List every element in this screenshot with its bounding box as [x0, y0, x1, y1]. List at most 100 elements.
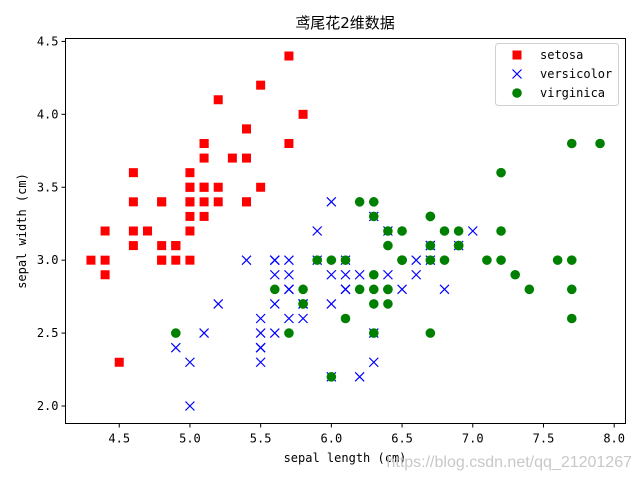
setosa-point	[256, 80, 266, 90]
virginica-point	[439, 255, 450, 265]
virginica-point	[595, 138, 605, 149]
setosa-point	[256, 182, 266, 192]
legend-square-icon	[512, 50, 522, 60]
versicolor-point	[269, 255, 280, 266]
setosa-point	[284, 51, 294, 61]
setosa-point	[185, 182, 195, 192]
points-layer	[86, 51, 605, 411]
setosa-point	[128, 226, 138, 236]
virginica-point	[326, 255, 337, 265]
setosa-point	[242, 124, 252, 134]
versicolor-point	[354, 371, 365, 382]
versicolor-point	[269, 298, 280, 309]
virginica-point	[354, 197, 365, 207]
versicolor-point	[284, 313, 294, 324]
versicolor-point	[439, 284, 450, 295]
x-tick-label: 7.5	[533, 432, 555, 446]
virginica-point	[340, 255, 351, 265]
versicolor-point	[284, 284, 294, 295]
legend-entry-virginica: virginica	[540, 86, 605, 100]
virginica-point	[340, 313, 351, 324]
y-tick-label: 4.0	[37, 107, 59, 121]
versicolor-point	[411, 255, 422, 266]
virginica-point	[368, 284, 379, 295]
setosa-point	[185, 226, 195, 236]
y-tick-label: 3.0	[37, 253, 59, 267]
virginica-point	[368, 211, 379, 222]
virginica-point	[453, 240, 464, 251]
setosa-point	[157, 255, 167, 265]
virginica-point	[269, 284, 280, 295]
versicolor-point	[312, 226, 323, 236]
virginica-point	[425, 211, 436, 222]
setosa-point	[100, 226, 110, 236]
virginica-point	[368, 328, 379, 338]
x-tick-label: 6.0	[321, 432, 343, 446]
legend-entry-setosa: setosa	[540, 48, 583, 62]
versicolor-point	[326, 196, 337, 207]
versicolor-point	[269, 269, 280, 280]
watermark: https://blog.csdn.net/qq_21201267	[386, 454, 632, 471]
virginica-point	[383, 284, 393, 295]
setosa-point	[199, 139, 209, 148]
virginica-point	[171, 328, 181, 338]
virginica-point	[566, 284, 577, 295]
virginica-point	[510, 269, 520, 280]
y-tick-label: 2.5	[37, 326, 59, 340]
plot-frame	[65, 38, 626, 424]
y-tick-label: 4.5	[37, 34, 59, 48]
x-tick-label: 5.0	[179, 432, 201, 446]
legend: setosa versicolor virginica	[495, 43, 619, 106]
virginica-point	[284, 328, 294, 338]
setosa-point	[86, 255, 96, 265]
virginica-point	[496, 226, 506, 236]
x-tick-label: 4.5	[108, 432, 130, 446]
y-axis: 2.0 2.5 3.0 3.5 4.0 4.5	[37, 34, 66, 413]
setosa-point	[114, 357, 124, 367]
versicolor-point	[368, 357, 379, 368]
versicolor-point	[269, 328, 280, 339]
setosa-point	[199, 153, 209, 163]
virginica-point	[298, 299, 308, 309]
versicolor-point	[213, 298, 224, 309]
versicolor-point	[185, 357, 195, 368]
legend-entry-versicolor: versicolor	[540, 67, 612, 81]
setosa-point	[227, 153, 237, 163]
virginica-point	[383, 226, 393, 236]
virginica-point	[566, 138, 577, 149]
setosa-point	[157, 197, 167, 207]
virginica-point	[368, 299, 379, 309]
setosa-point	[185, 168, 195, 178]
versicolor-point	[170, 342, 181, 353]
versicolor-point	[284, 269, 294, 280]
legend-x-icon	[512, 69, 522, 79]
versicolor-point	[340, 284, 351, 295]
virginica-point	[397, 255, 407, 265]
y-tick-label: 3.5	[37, 180, 59, 194]
setosa-point	[213, 95, 223, 105]
versicolor-point	[467, 226, 478, 236]
versicolor-point	[199, 328, 210, 339]
x-tick-label: 8.0	[603, 432, 625, 446]
setosa-point	[100, 255, 110, 265]
setosa-point	[242, 197, 252, 207]
setosa-point	[185, 197, 195, 207]
setosa-point	[171, 241, 181, 251]
virginica-point	[383, 299, 393, 309]
versicolor-point	[397, 284, 407, 295]
versicolor-point	[340, 269, 351, 280]
versicolor-point	[298, 313, 309, 324]
setosa-point	[128, 241, 138, 251]
setosa-point	[242, 153, 252, 163]
setosa-point	[100, 270, 110, 280]
virginica-point	[397, 226, 407, 236]
setosa-point	[298, 109, 308, 119]
legend-circle-icon	[512, 88, 522, 98]
chart-title: 鸢尾花2维数据	[295, 14, 395, 32]
virginica-point	[326, 372, 337, 382]
x-tick-label: 7.0	[462, 432, 484, 446]
versicolor-point	[255, 313, 266, 324]
virginica-point	[496, 255, 506, 265]
virginica-point	[524, 284, 535, 295]
